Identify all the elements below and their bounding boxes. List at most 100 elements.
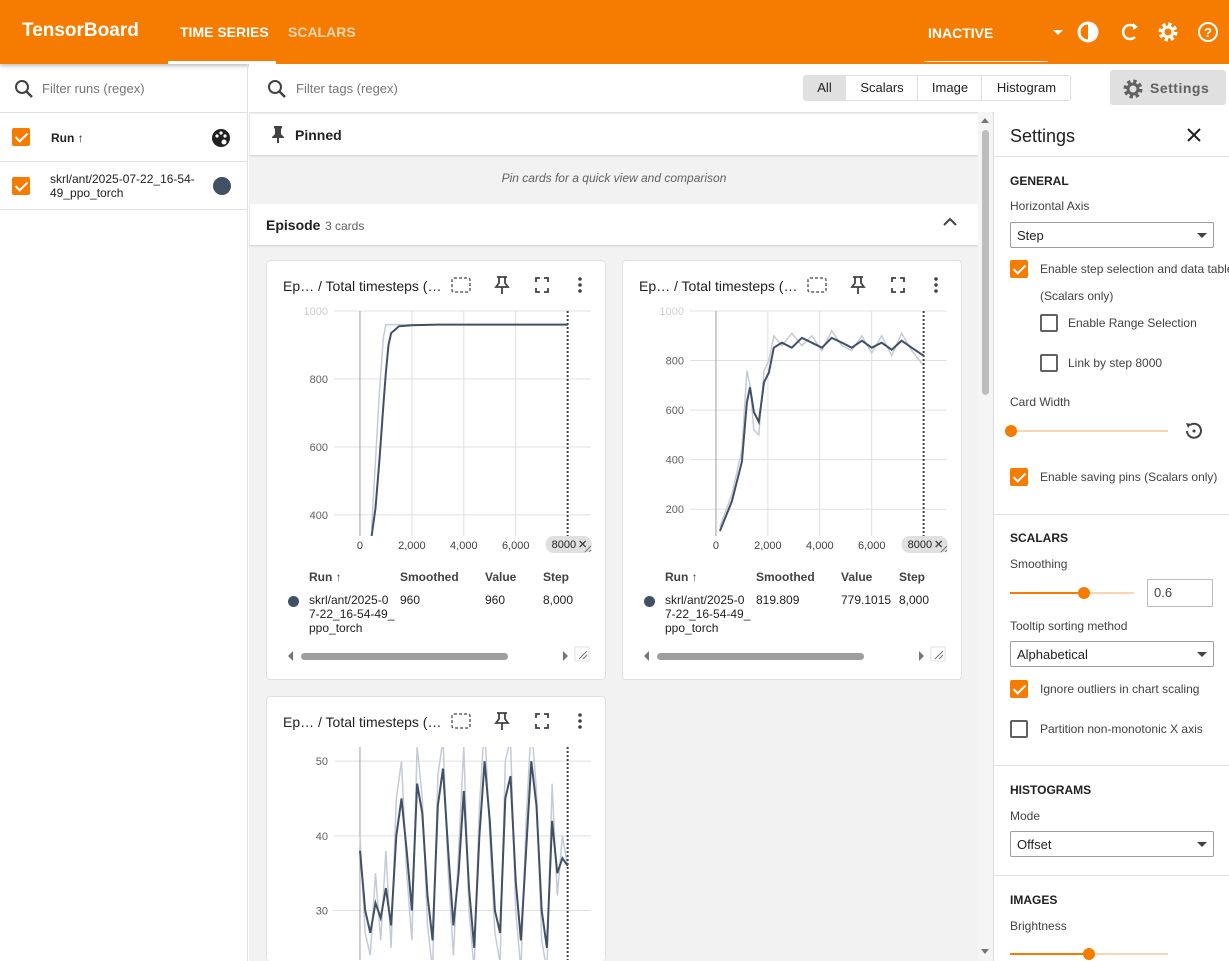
slider-fill [1010, 953, 1088, 955]
pin-icon[interactable] [850, 276, 866, 294]
menu-dot[interactable] [578, 277, 582, 281]
menu-dot[interactable] [934, 277, 938, 281]
checkbox[interactable] [1010, 260, 1028, 278]
menu-dot[interactable] [578, 713, 582, 717]
arrow [981, 949, 989, 954]
x-tick-label: 6,000 [858, 540, 886, 552]
scroll-right[interactable] [563, 651, 568, 661]
table-header: Step [543, 570, 570, 584]
fit-domain-icon[interactable] [451, 277, 471, 293]
reset-icon[interactable] [1182, 420, 1204, 442]
settings-panel: Settings GENERAL Horizontal Axis Step En… [993, 112, 1229, 961]
scroll-up[interactable] [980, 116, 990, 124]
fullscreen-icon[interactable] [535, 277, 549, 293]
fullscreen-icon[interactable] [891, 277, 905, 293]
theme-icon-half [1088, 23, 1097, 41]
slider-thumb[interactable] [1078, 587, 1091, 599]
checkbox[interactable] [1010, 720, 1028, 738]
group-bar[interactable]: Episode 3 cards [250, 204, 978, 245]
scroll-down[interactable] [980, 948, 990, 956]
menu-dot[interactable] [934, 289, 938, 293]
reload-status[interactable]: INACTIVE [928, 25, 994, 41]
help-icon[interactable] [1198, 22, 1218, 42]
dropdown-arrow[interactable] [1053, 30, 1063, 35]
settings-icon-ring [1161, 25, 1175, 39]
fullscreen-icon[interactable] [535, 713, 549, 729]
pinned-hint: Pin cards for a quick view and compariso… [501, 171, 727, 185]
checkbox[interactable] [1040, 354, 1058, 372]
checkbox[interactable] [1040, 314, 1058, 332]
palette-icon[interactable] [211, 128, 231, 148]
palette-dot [219, 131, 223, 135]
y-tick-label: 400 [310, 510, 328, 522]
palette-dot [215, 134, 219, 138]
filter-button[interactable]: Image [917, 76, 982, 100]
series-line [359, 761, 569, 948]
menu-dot[interactable] [578, 283, 582, 287]
menu-dot[interactable] [934, 283, 938, 287]
runs-filter[interactable]: Filter runs (regex) [42, 81, 145, 96]
h-scroll-thumb[interactable] [301, 653, 508, 660]
slider-fill [1010, 592, 1085, 594]
step-chip[interactable] [901, 536, 948, 553]
checkbox[interactable] [1010, 680, 1028, 698]
table-cell: 8,000 [543, 593, 574, 607]
group-title: Episode [266, 217, 321, 233]
refresh-icon[interactable] [1121, 23, 1136, 41]
scroll-left[interactable] [288, 651, 293, 661]
slider-track [1010, 430, 1168, 432]
tab-underline [168, 61, 276, 64]
settings-icon[interactable] [1158, 22, 1178, 42]
settings-button[interactable]: Settings [1110, 70, 1226, 105]
setting-note: (Scalars only) [1040, 289, 1114, 303]
h-scroll-thumb[interactable] [657, 653, 864, 660]
filter-button[interactable]: All [804, 76, 845, 100]
table-cell: skrl/ant/2025-07-22_16-54-49_ppo_torch [665, 593, 751, 635]
menu-dot[interactable] [578, 725, 582, 729]
run-color[interactable] [213, 177, 231, 195]
pin-icon[interactable] [494, 712, 510, 730]
card-title: Ep… / Total timesteps (… [283, 714, 442, 730]
menu-dot[interactable] [578, 719, 582, 723]
menu-dot[interactable] [578, 289, 582, 293]
card-svg: 30 40 50 [316, 712, 591, 960]
scrollbar-thumb[interactable] [982, 130, 989, 395]
slider-thumb[interactable] [1005, 425, 1017, 437]
select-all-checkbox[interactable] [12, 128, 30, 146]
tooltip-sort-select[interactable]: Alphabetical [1010, 641, 1214, 667]
section-heading: GENERAL [1010, 174, 1069, 188]
y-tick-label: 600 [310, 442, 328, 454]
histogram-mode-select[interactable]: Offset [1010, 831, 1214, 857]
resize-box [930, 646, 946, 662]
tab[interactable]: SCALARS [288, 24, 356, 40]
collapse-icon[interactable] [942, 216, 958, 228]
close-icon[interactable] [1186, 127, 1202, 143]
checkbox[interactable] [1010, 468, 1028, 486]
pin-icon[interactable] [494, 276, 510, 294]
run-checkbox[interactable] [12, 177, 30, 195]
horizontal-axis-select[interactable]: Step [1010, 222, 1214, 248]
tags-filter[interactable]: Filter tags (regex) [296, 81, 398, 96]
x-tick-label: 2,000 [398, 540, 426, 552]
divider [0, 161, 247, 162]
divider [994, 514, 1229, 515]
tab[interactable]: TIME SERIES [180, 24, 269, 40]
filter-button[interactable]: Histogram [981, 76, 1071, 100]
smoothing-input[interactable]: 0.6 [1147, 579, 1213, 607]
resize-box [574, 646, 590, 662]
setting-label: Enable saving pins (Scalars only) [1040, 470, 1218, 484]
filter-button[interactable]: Scalars [845, 76, 918, 100]
slider-thumb[interactable] [1083, 948, 1095, 960]
table-header: Value [841, 570, 873, 584]
fit-domain-icon[interactable] [451, 713, 471, 729]
fit-domain-icon[interactable] [807, 277, 827, 293]
scroll-right[interactable] [919, 651, 924, 661]
step-chip[interactable] [545, 536, 592, 553]
section-heading: IMAGES [1010, 893, 1058, 907]
status-underline [924, 61, 1048, 62]
table-cell: 779.1015 [841, 593, 892, 607]
run-column-header[interactable]: Run ↑ [51, 131, 84, 145]
y-tick-label: 50 [316, 756, 328, 768]
series-line [719, 329, 925, 527]
scroll-left[interactable] [644, 651, 649, 661]
